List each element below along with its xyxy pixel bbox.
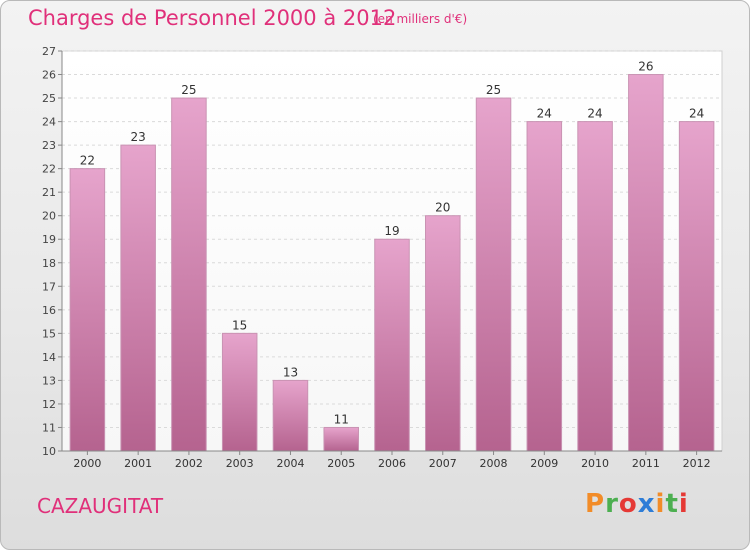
y-tick-label: 27 [42,45,56,58]
y-tick-label: 24 [42,116,56,129]
logo-letter: o [618,489,638,519]
y-tick-label: 18 [42,257,56,270]
x-tick-label: 2002 [175,457,203,470]
bars [69,74,715,452]
value-label: 26 [638,60,653,74]
bar-2003 [221,332,258,452]
x-tick-label: 2011 [632,457,660,470]
bar-2012 [678,121,715,452]
y-tick-label: 12 [42,398,56,411]
value-label: 24 [689,107,704,121]
y-tick-label: 21 [42,186,56,199]
x-tick-label: 2000 [73,457,101,470]
y-tick-label: 10 [42,445,56,458]
chart-subtitle: (en milliers d'€) [373,12,468,26]
logo-letter: t [665,489,679,519]
bar-2001 [120,144,156,452]
value-labels: 22 23 25 15 13 11 19 20 25 24 24 26 24 [80,60,705,427]
x-tick-label: 2005 [327,457,355,470]
y-tick-label: 23 [42,139,56,152]
bar-2008 [475,97,512,452]
value-label: 19 [384,224,399,238]
bar-2005 [323,426,359,452]
bar-2010 [577,121,613,452]
value-label: 13 [283,365,298,379]
x-tick-label: 2003 [226,457,254,470]
value-label: 25 [486,83,501,97]
y-tick-label: 15 [42,327,56,340]
bar-2002 [171,97,207,452]
y-tick-label: 25 [42,92,56,105]
x-tick-label: 2006 [378,457,406,470]
value-label: 24 [587,107,602,121]
y-tick-label: 11 [42,421,56,434]
y-tick-label: 17 [42,280,56,293]
x-tick-label: 2008 [480,457,508,470]
bar-2011 [628,74,664,452]
proxiti-logo: Proxiti [585,489,689,519]
x-tick-label: 2012 [683,457,711,470]
value-label: 20 [435,201,450,215]
y-tick-label: 20 [42,210,56,223]
y-tick-label: 14 [42,351,56,364]
logo-letter: i [655,489,666,519]
y-tick-label: 26 [42,69,56,82]
x-tick-label: 2007 [429,457,457,470]
value-label: 23 [131,130,146,144]
value-label: 11 [334,412,349,426]
x-tick-label: 2010 [581,457,609,470]
x-tick-label: 2001 [124,457,152,470]
x-tick-label: 2009 [530,457,558,470]
value-label: 25 [181,83,196,97]
logo-letter: r [605,489,619,519]
y-tick-label: 19 [42,233,56,246]
y-tick-label: 22 [42,163,56,176]
logo-letter: P [585,489,606,519]
y-tick-label: 16 [42,304,56,317]
value-label: 15 [232,318,247,332]
bar-2007 [425,215,461,452]
chart-title: Charges de Personnel 2000 à 2012 [28,6,397,30]
logo-letter: i [678,489,689,519]
axes: 10 11 12 13 14 15 16 17 18 19 20 21 22 23 24 25 26 27 2000… [42,45,722,470]
y-tick-label: 13 [42,374,56,387]
bar-2000 [69,168,106,452]
bar-2004 [272,379,309,452]
bar-2006 [374,238,410,452]
bar-2009 [526,121,563,452]
logo-letter: x [637,489,656,519]
commune-name: CAZAUGITAT [37,494,164,518]
x-tick-label: 2004 [276,457,304,470]
value-label: 22 [80,154,95,168]
value-label: 24 [537,107,552,121]
